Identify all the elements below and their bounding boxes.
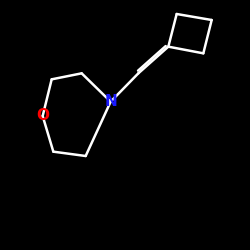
- Text: O: O: [36, 108, 49, 124]
- Text: N: N: [104, 94, 117, 109]
